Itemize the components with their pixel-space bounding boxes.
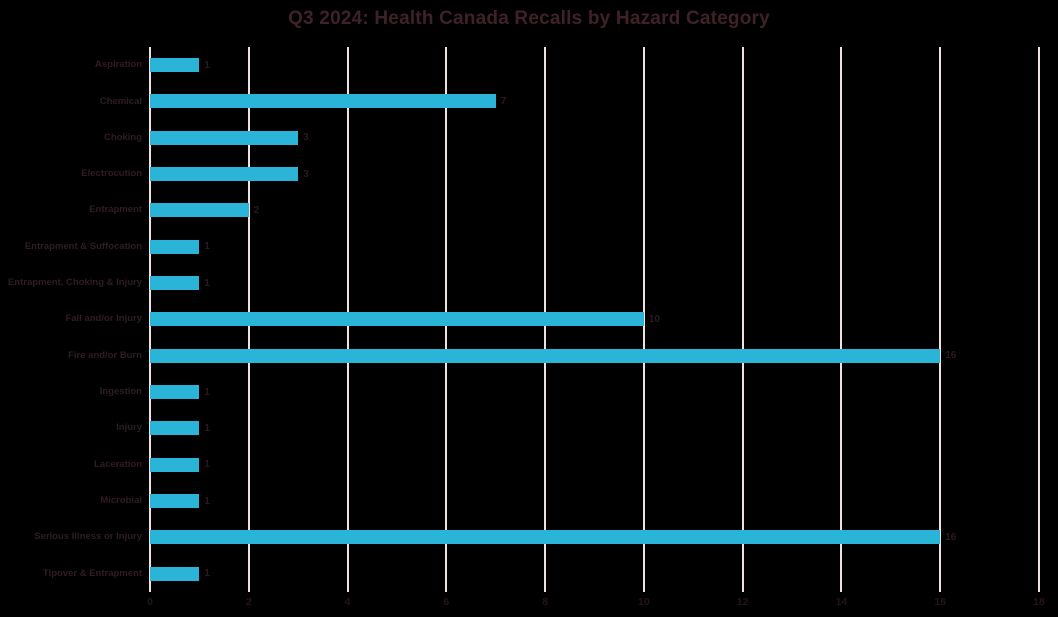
value-label: 16 [945,350,957,362]
bar-track: 1 [150,410,1039,446]
bar-track: 1 [150,556,1039,592]
value-label: 2 [253,204,260,216]
bar-track: 1 [150,47,1039,83]
bar-track: 1 [150,374,1039,410]
x-axis: 0 2 4 6 8 10 12 14 16 18 [147,596,1045,614]
bar-row: Entrapment, Choking & Injury 1 [0,265,1058,301]
value-label: 16 [945,531,957,543]
gridline [840,47,843,592]
bar-track: 1 [150,483,1039,519]
x-tick-label: 0 [147,596,153,608]
bar-row: Laceration 1 [0,447,1058,483]
chart-title: Q3 2024: Health Canada Recalls by Hazard… [288,8,770,29]
bar-row: Chemical 7 [0,83,1058,119]
value-label: 10 [648,313,660,325]
x-tick-label: 6 [443,596,450,608]
bar [150,239,200,254]
x-tick-label: 14 [835,596,848,608]
bar-row: Aspiration 1 [0,47,1058,83]
x-tick-label: 12 [736,596,749,608]
bar [150,58,200,73]
bar [150,94,496,109]
category-label: Entrapment [89,204,142,216]
bar [150,312,644,327]
category-label: Laceration [93,458,142,470]
bar [150,530,941,545]
bar [150,276,200,291]
gridline [939,47,942,592]
value-label: 3 [303,132,309,144]
bar-row: Entrapment 2 [0,192,1058,228]
bar-track: 7 [150,83,1039,119]
category-label: Microbial [100,495,142,507]
value-label: 1 [204,495,210,507]
bar-row: Serious Illness or Injury 16 [0,519,1058,555]
bar-track: 2 [150,192,1039,228]
gridline [741,47,744,592]
bar-track: 16 [150,519,1039,555]
value-label: 1 [204,568,210,580]
category-label: Serious Illness or Injury [34,531,142,543]
bar [150,167,299,182]
bar-row: Ingestion 1 [0,374,1058,410]
value-label: 1 [204,386,210,398]
bar-row: Injury 1 [0,410,1058,446]
bar [150,566,200,581]
x-tick-label: 10 [638,596,650,608]
value-label: 1 [204,59,210,71]
category-label: Fire and/or Burn [68,349,142,361]
bar-track: 3 [150,156,1039,192]
category-label: Tipover & Entrapment [42,567,142,579]
bar-track: 10 [150,301,1039,337]
bar [150,203,249,218]
gridline [1038,47,1040,592]
bar [150,421,200,436]
x-tick-label: 18 [1033,596,1045,608]
bar-track: 1 [150,229,1039,265]
bar-row: Fall and/or Injury 10 [0,301,1058,337]
bar [150,130,299,145]
category-label: Entrapment & Suffocation [24,240,142,252]
category-label: Entrapment, Choking & Injury [7,277,142,289]
bar-row: Entrapment & Suffocation 1 [0,229,1058,265]
bar-row: Choking 3 [0,120,1058,156]
category-label: Electrocution [81,168,142,180]
value-label: 1 [204,277,210,289]
bar [150,348,941,363]
x-tick-label: 16 [934,596,947,608]
x-tick-label: 8 [542,596,549,608]
bar [150,385,200,400]
bar-track: 1 [150,447,1039,483]
bar-track: 3 [150,120,1039,156]
bar-rows: Aspiration 1 Chemical 7 Choking 3 Electrocutio… [0,47,1058,592]
value-label: 1 [204,241,210,253]
bar-track: 16 [150,338,1039,374]
category-label: Fall and/or Injury [65,313,142,325]
bar-row: Microbial 1 [0,483,1058,519]
bar-row: Electrocution 3 [0,156,1058,192]
value-label: 1 [204,459,210,471]
bar-row: Tipover & Entrapment 1 [0,556,1058,592]
bar-track: 1 [150,265,1039,301]
value-label: 1 [204,422,210,434]
category-label: Aspiration [95,59,142,71]
category-label: Choking [104,131,142,143]
category-label: Injury [116,422,142,434]
value-label: 7 [500,95,507,107]
gridline [642,47,645,592]
x-tick-label: 2 [245,596,252,608]
x-tick-label: 4 [344,596,351,608]
category-label: Chemical [99,95,142,107]
bar [150,457,200,472]
category-label: Ingestion [99,386,142,398]
value-label: 3 [303,168,309,180]
bar [150,494,200,509]
bar-row: Fire and/or Burn 16 [0,338,1058,374]
